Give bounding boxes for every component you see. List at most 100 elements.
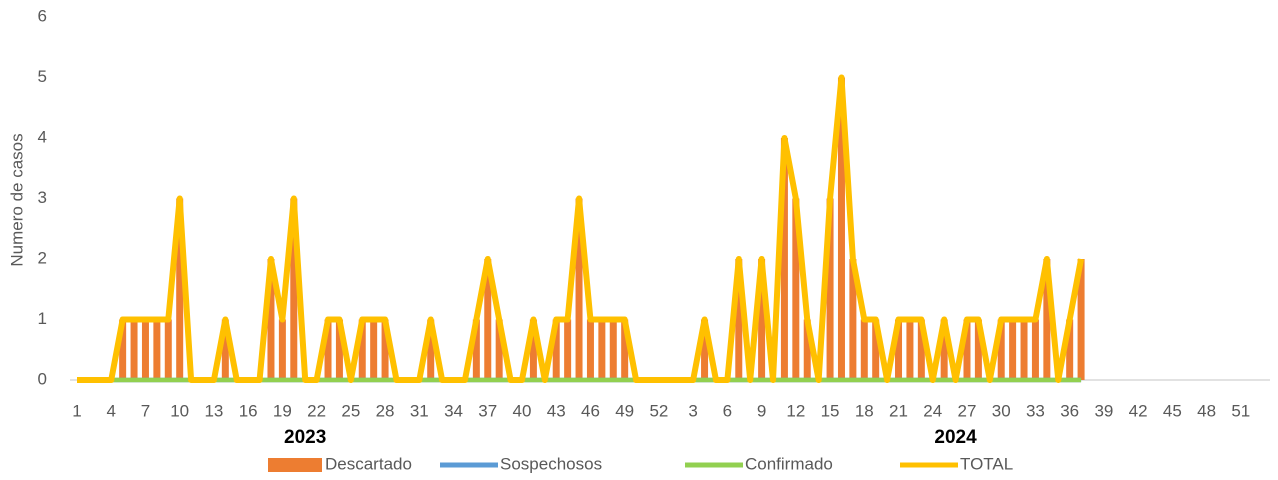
x-tick-label: 1 (72, 401, 81, 420)
bar (324, 319, 332, 380)
bar (290, 198, 298, 380)
bar (1077, 259, 1085, 380)
bar (358, 319, 366, 380)
bar (974, 319, 982, 380)
bar (119, 319, 127, 380)
y-tick-label: 2 (38, 248, 47, 267)
bar (780, 138, 788, 380)
y-tick-label: 6 (38, 6, 47, 25)
bar (267, 259, 275, 380)
bar (529, 319, 537, 380)
bar (860, 319, 868, 380)
bar (335, 319, 343, 380)
bar (484, 259, 492, 380)
x-tick-label: 45 (1163, 401, 1182, 420)
x-tick-label: 15 (821, 401, 840, 420)
x-tick-label: 42 (1129, 401, 1148, 420)
bar (1031, 319, 1039, 380)
x-tick-label: 3 (688, 401, 697, 420)
bar (552, 319, 560, 380)
x-tick-label: 6 (723, 401, 732, 420)
bar (849, 259, 857, 380)
x-tick-label: 34 (444, 401, 463, 420)
bar (564, 319, 572, 380)
x-tick-label: 27 (958, 401, 977, 420)
legend-label: Sospechosos (500, 454, 602, 473)
bar (472, 319, 480, 380)
bar (792, 198, 800, 380)
y-axis-label: Numero de casos (7, 133, 26, 266)
y-tick-label: 5 (38, 67, 47, 86)
bar (826, 198, 834, 380)
bar (735, 259, 743, 380)
x-tick-label: 36 (1060, 401, 1079, 420)
bar (598, 319, 606, 380)
bar (803, 319, 811, 380)
x-tick-label: 52 (649, 401, 668, 420)
bar (575, 198, 583, 380)
bar (381, 319, 389, 380)
x-tick-label: 19 (273, 401, 292, 420)
year-label: 2024 (934, 427, 977, 448)
x-tick-label: 18 (855, 401, 874, 420)
x-tick-label: 51 (1231, 401, 1250, 420)
bar (221, 319, 229, 380)
y-tick-label: 0 (38, 369, 47, 388)
x-tick-label: 22 (307, 401, 326, 420)
x-tick-label: 43 (547, 401, 566, 420)
bar (1020, 319, 1028, 380)
bar (758, 259, 766, 380)
x-tick-label: 13 (204, 401, 223, 420)
bar (1043, 259, 1051, 380)
bar (1066, 319, 1074, 380)
bar (963, 319, 971, 380)
x-tick-label: 30 (992, 401, 1011, 420)
line (77, 74, 1085, 383)
bar (586, 319, 594, 380)
bar (370, 319, 378, 380)
bar (997, 319, 1005, 380)
x-tick-label: 12 (786, 401, 805, 420)
year-label: 2023 (284, 427, 326, 448)
x-tick-label: 28 (376, 401, 395, 420)
x-tick-label: 37 (478, 401, 497, 420)
x-tick-label: 10 (170, 401, 189, 420)
bar (153, 319, 161, 380)
bar (621, 319, 629, 380)
y-tick-label: 3 (38, 188, 47, 207)
bar (917, 319, 925, 380)
bar (141, 319, 149, 380)
legend-label: Descartado (325, 454, 412, 473)
x-tick-label: 40 (513, 401, 532, 420)
bar (701, 319, 709, 380)
legend-swatch (268, 458, 322, 472)
x-tick-label: 33 (1026, 401, 1045, 420)
x-tick-label: 4 (106, 401, 115, 420)
x-tick-label: 24 (923, 401, 942, 420)
x-tick-label: 16 (239, 401, 258, 420)
x-tick-label: 48 (1197, 401, 1216, 420)
bar (427, 319, 435, 380)
y-tick-label: 4 (38, 127, 47, 146)
bar (1009, 319, 1017, 380)
bar (278, 319, 286, 380)
bar (895, 319, 903, 380)
bar (940, 319, 948, 380)
x-tick-label: 31 (410, 401, 429, 420)
x-tick-label: 25 (341, 401, 360, 420)
legend-label: Confirmado (745, 454, 833, 473)
bar (609, 319, 617, 380)
x-tick-label: 9 (757, 401, 766, 420)
bar (164, 319, 172, 380)
x-tick-label: 49 (615, 401, 634, 420)
bar (872, 319, 880, 380)
x-tick-label: 7 (141, 401, 150, 420)
bar (906, 319, 914, 380)
x-tick-label: 21 (889, 401, 908, 420)
x-tick-label: 46 (581, 401, 600, 420)
bar (130, 319, 138, 380)
y-tick-label: 1 (38, 309, 47, 328)
bar (495, 319, 503, 380)
legend-label: TOTAL (960, 454, 1013, 473)
